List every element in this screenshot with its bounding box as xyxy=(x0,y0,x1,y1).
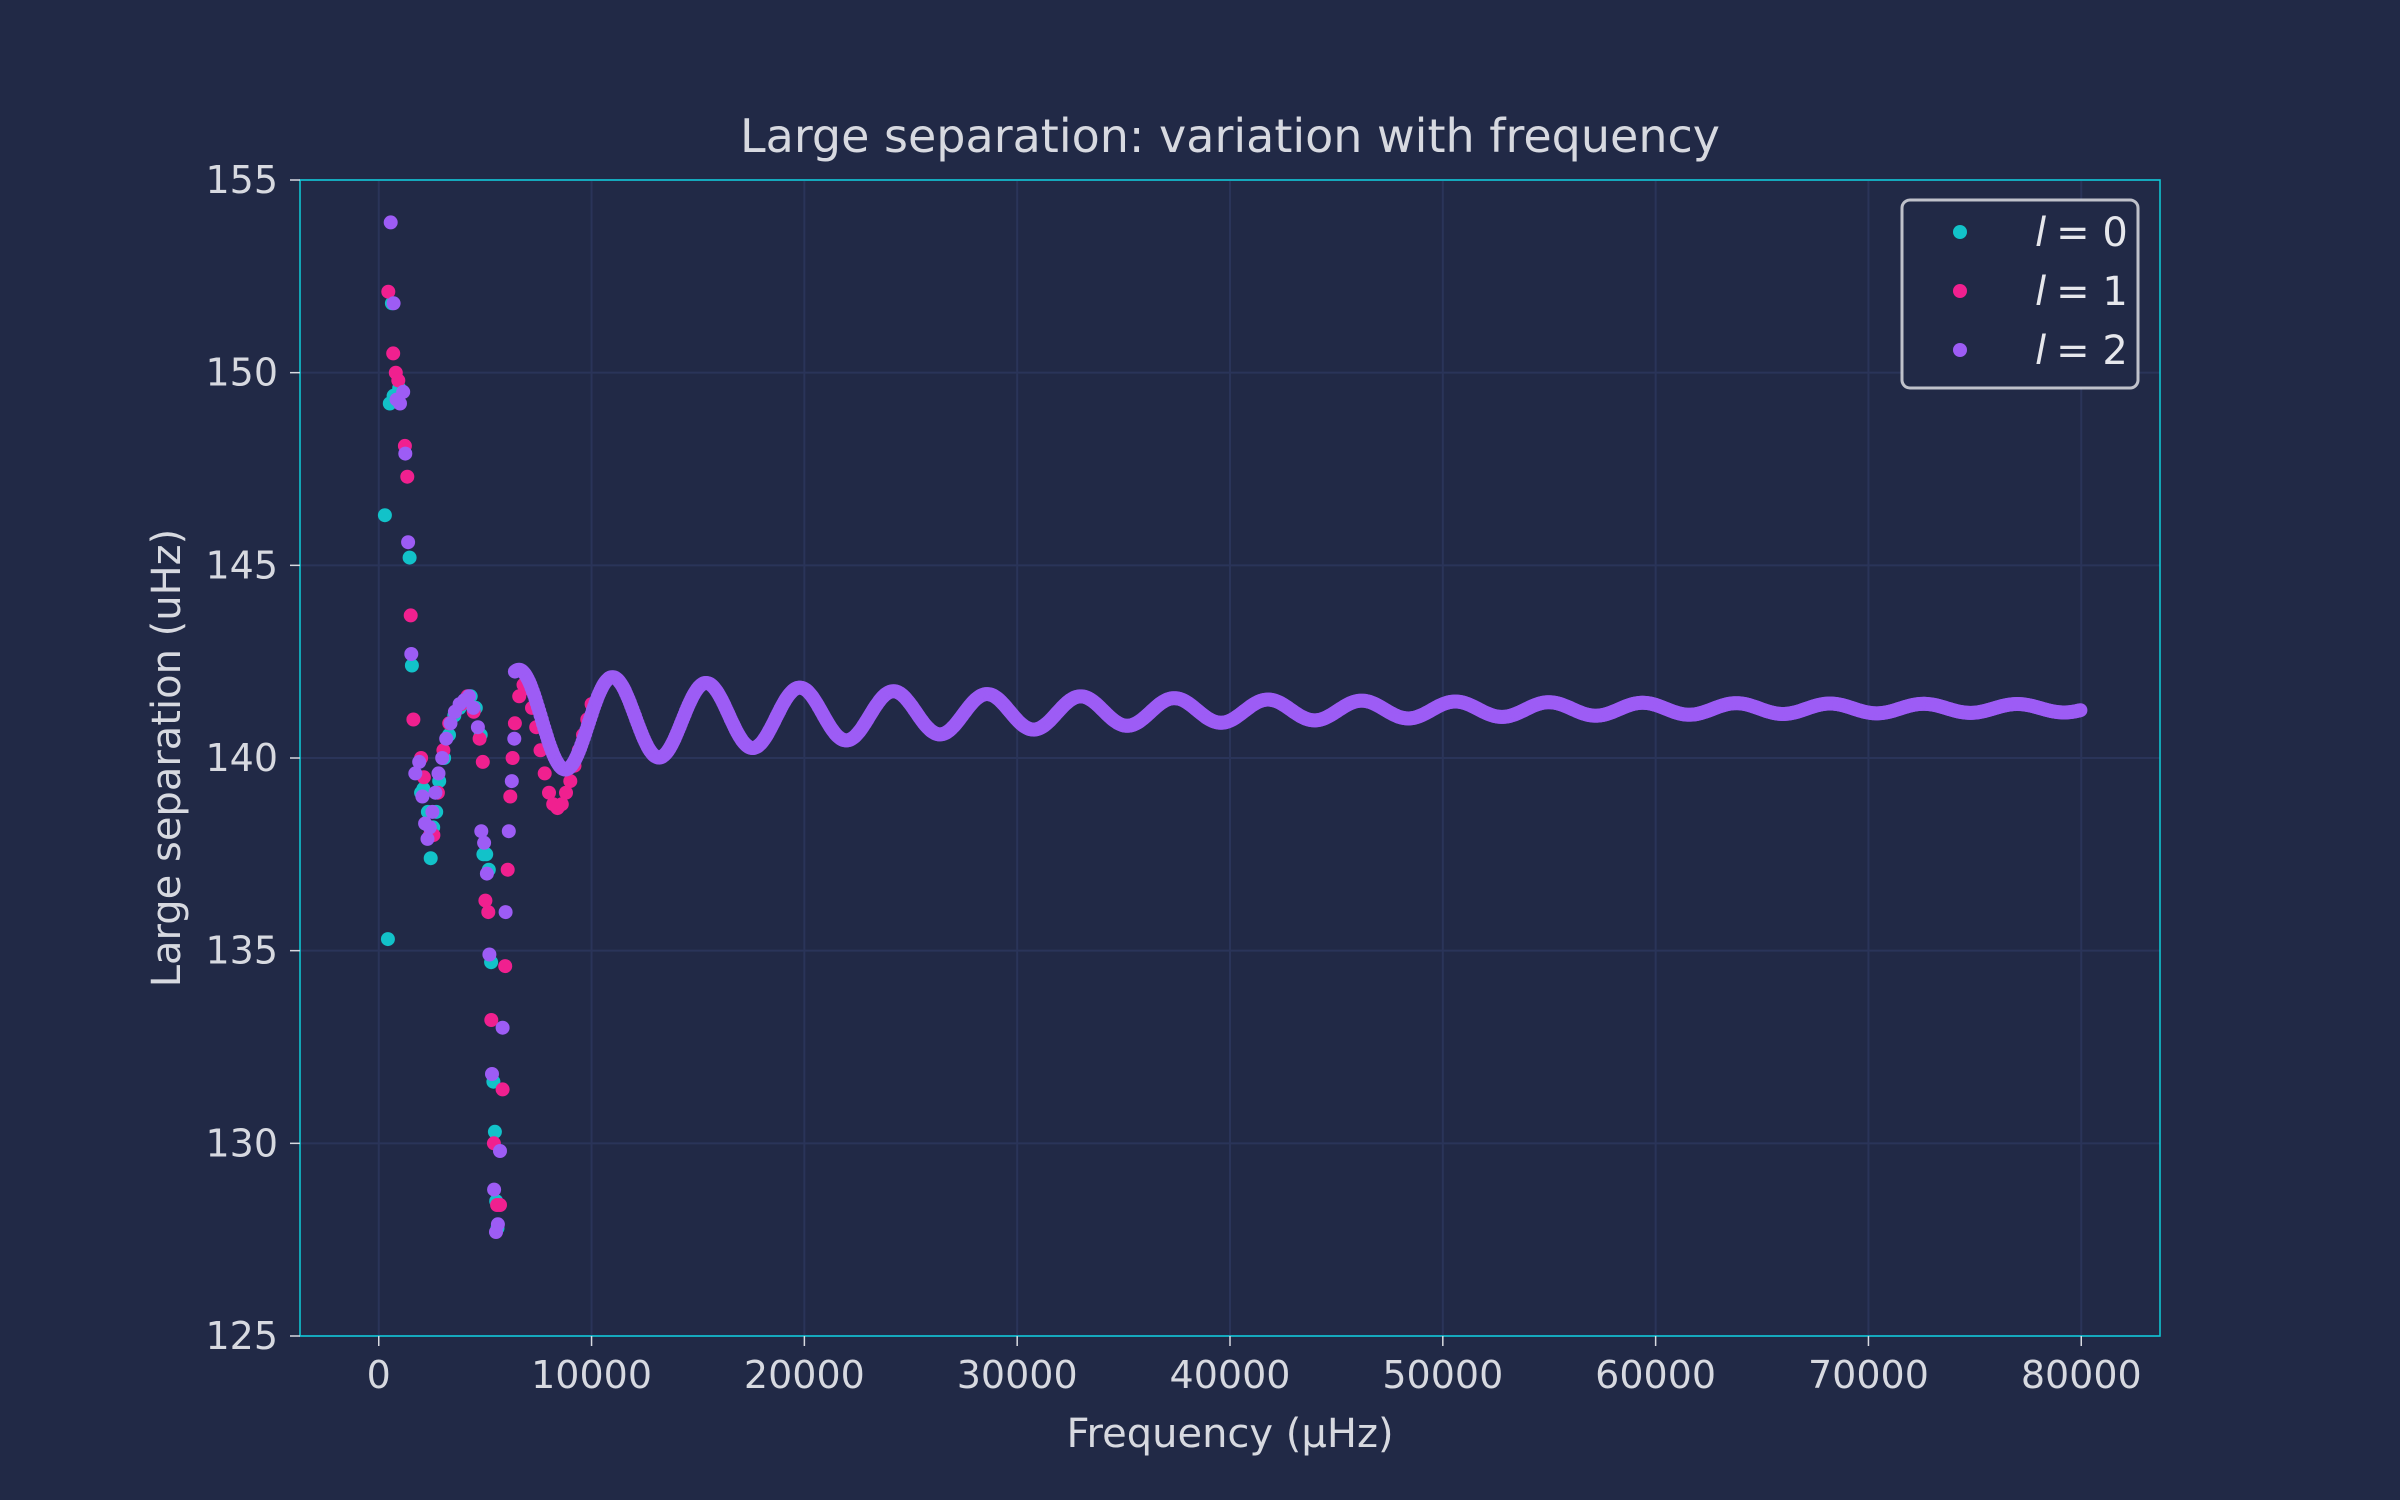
data-point-l2 xyxy=(474,824,489,839)
data-point-l0 xyxy=(377,508,392,523)
data-point-l2 xyxy=(435,751,450,765)
data-point-l2 xyxy=(507,731,522,746)
y-tick-label: 140 xyxy=(205,736,278,780)
x-tick-label: 20000 xyxy=(744,1353,865,1397)
legend-marker-l2 xyxy=(1953,343,1967,357)
data-point-l2 xyxy=(477,835,492,850)
data-point-l2 xyxy=(466,700,481,715)
y-tick-label: 155 xyxy=(205,158,278,202)
data-point-l2 xyxy=(495,1020,510,1035)
x-tick-label: 60000 xyxy=(1595,1353,1716,1397)
data-point-l0 xyxy=(404,658,419,673)
data-point-l1 xyxy=(537,766,552,781)
data-point-l2 xyxy=(479,866,494,881)
data-point-l1 xyxy=(400,469,415,484)
data-point-l1 xyxy=(563,774,578,789)
data-point-l0 xyxy=(423,851,438,866)
x-axis-label: Frequency (μHz) xyxy=(1066,1411,1393,1457)
data-point-l2 xyxy=(420,831,435,846)
x-tick-label: 70000 xyxy=(1808,1353,1929,1397)
data-point-l1 xyxy=(478,893,493,908)
data-point-l1 xyxy=(472,731,487,746)
legend-label-l1: l = 1 xyxy=(2035,269,2128,315)
legend-marker-l1 xyxy=(1953,284,1967,298)
data-point-l2 xyxy=(439,731,454,746)
data-point-l1 xyxy=(559,785,573,800)
legend-box xyxy=(1900,198,2140,390)
data-point-l2 xyxy=(431,766,446,781)
data-point-l1 xyxy=(507,716,522,731)
data-point-l2 xyxy=(501,824,516,839)
data-point-l1 xyxy=(498,959,513,974)
data-point-l2 xyxy=(443,716,458,731)
data-point-l1 xyxy=(481,905,496,920)
data-point-l2 xyxy=(482,947,497,962)
data-point-l2 xyxy=(428,785,443,800)
data-point-l2 xyxy=(386,296,401,311)
data-point-l1 xyxy=(495,1082,510,1097)
data-point-l2 xyxy=(396,384,411,399)
data-point-l2 xyxy=(398,446,413,461)
axis-ticks: 0 10000 20000 30000 40000 50000 60000 70000 8000… xyxy=(205,158,2141,1397)
data-point-l2 xyxy=(415,789,430,804)
x-tick-label: 10000 xyxy=(531,1353,652,1397)
legend-label-l0: l = 0 xyxy=(2035,210,2128,256)
y-axis-label: Large separation (uHz) xyxy=(144,529,190,988)
data-point-l2 xyxy=(422,820,437,835)
data-point-l0 xyxy=(402,550,417,565)
data-point-l1 xyxy=(500,862,515,877)
data-point-l2 xyxy=(462,689,476,704)
x-tick-label: 30000 xyxy=(957,1353,1078,1397)
data-point-l1 xyxy=(403,608,418,623)
data-point-l0 xyxy=(479,847,494,862)
data-point-l1 xyxy=(475,754,490,769)
data-point-l1 xyxy=(406,712,421,727)
data-point-l2 xyxy=(412,754,427,769)
data-point-l2 xyxy=(485,1067,499,1081)
data-point-l2 xyxy=(493,1144,507,1158)
x-tick-label: 80000 xyxy=(2021,1353,2142,1397)
data-point-l2-curve xyxy=(2073,703,2088,718)
data-point-l2 xyxy=(490,1217,505,1232)
y-tick-label: 125 xyxy=(205,1314,278,1358)
data-point-l1 xyxy=(505,751,520,765)
data-point-l1 xyxy=(554,797,569,812)
legend-marker-l0 xyxy=(1953,225,1967,239)
x-tick-label: 0 xyxy=(367,1353,391,1397)
data-point-l2 xyxy=(470,720,485,735)
x-tick-label: 40000 xyxy=(1170,1353,1291,1397)
data-point-l2 xyxy=(401,535,416,550)
y-tick-label: 150 xyxy=(205,351,278,395)
data-point-l0 xyxy=(487,1124,502,1139)
x-tick-label: 50000 xyxy=(1382,1353,1503,1397)
data-point-l1 xyxy=(381,284,396,299)
legend-entry-l0: l = 0 xyxy=(1953,210,2128,256)
data-point-l2 xyxy=(393,396,407,411)
data-point-l2 xyxy=(498,905,513,920)
chart-title: Large separation: variation with frequen… xyxy=(740,109,1720,163)
data-point-l1 xyxy=(484,1013,499,1027)
data-point-l1 xyxy=(542,785,556,800)
data-point-l2 xyxy=(383,215,398,230)
y-tick-label: 135 xyxy=(205,929,278,973)
data-point-l2 xyxy=(504,774,519,789)
data-point-l2 xyxy=(425,804,440,819)
data-points xyxy=(377,215,2088,1239)
legend: l = 0 l = 1 l = 2 xyxy=(1900,198,2140,390)
data-point-l0 xyxy=(380,932,395,947)
data-point-l1 xyxy=(391,373,406,388)
legend-label-l2: l = 2 xyxy=(2035,328,2128,374)
data-point-l2 xyxy=(487,1182,502,1197)
y-tick-label: 145 xyxy=(205,543,278,587)
data-point-l2 xyxy=(408,766,423,781)
data-point-l1 xyxy=(386,346,401,361)
legend-entry-l1: l = 1 xyxy=(1953,269,2128,315)
data-point-l1 xyxy=(493,1198,507,1212)
y-tick-label: 130 xyxy=(205,1121,278,1165)
data-point-l2 xyxy=(404,647,419,661)
data-point-l1 xyxy=(503,789,518,804)
legend-entry-l2: l = 2 xyxy=(1953,328,2128,374)
